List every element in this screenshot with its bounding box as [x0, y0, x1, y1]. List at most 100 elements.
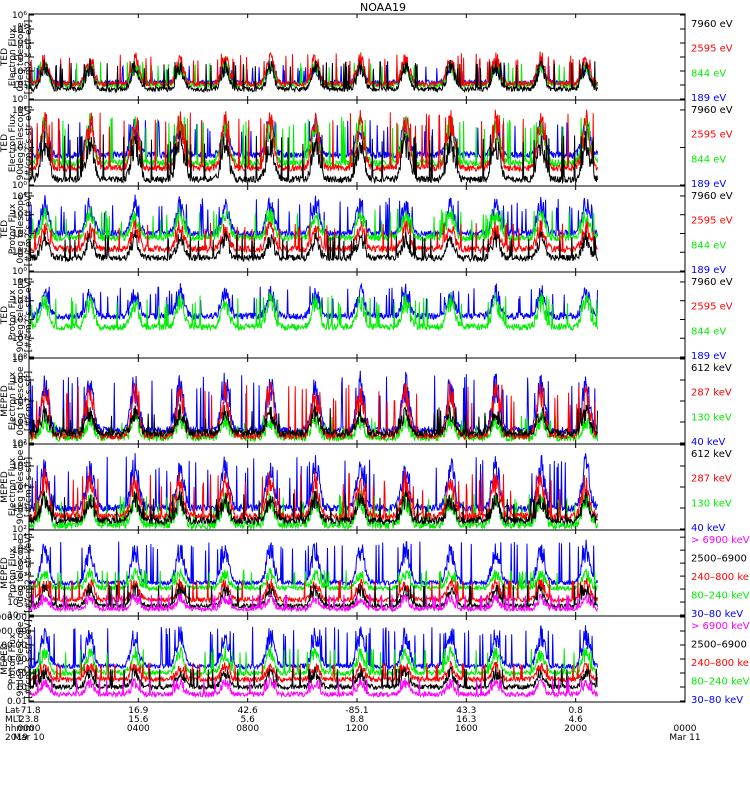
- legend-entry: 844 eV: [691, 68, 726, 79]
- legend-entry: 2500–6900: [691, 554, 747, 565]
- y-axis-label-line: Proton Flux: [8, 289, 18, 340]
- y-tick-label: 10.00: [1, 655, 27, 665]
- y-axis-label-line: Electron Flux: [8, 27, 18, 86]
- y-tick-label: 10⁵: [12, 25, 27, 35]
- legend-entry: 287 keV: [691, 388, 732, 399]
- panel-meped-p-90: 0.010.101.0010.00100.001000.0010000.00ME…: [0, 613, 750, 707]
- y-tick-label: 10⁰: [12, 353, 27, 363]
- chart-title: NOAA19: [360, 1, 406, 14]
- x-tick-label: 1600: [455, 724, 478, 734]
- legend-entry: 30–80 keV: [691, 695, 743, 706]
- x-tick-label: 1200: [346, 724, 369, 734]
- y-tick-label: 10⁴: [12, 483, 27, 493]
- legend-entry: 189 eV: [691, 265, 726, 276]
- y-tick-label: 10⁰: [12, 585, 27, 595]
- series-trace: [29, 403, 598, 439]
- y-axis-label-line: Electron Flux: [8, 113, 18, 172]
- y-tick-label: 10²: [12, 525, 27, 535]
- y-axis-label-line: 0deg telescope: [16, 22, 26, 92]
- x-row-label: MLT: [5, 715, 23, 725]
- y-tick-label: 10³: [12, 297, 27, 307]
- x-tick-label: 8.8: [350, 715, 365, 725]
- x-row-label: Lat: [5, 706, 20, 716]
- series-trace: [29, 582, 598, 610]
- y-axis-label-line: 90deg telescope: [16, 621, 26, 696]
- y-tick-label: 10¹: [12, 248, 27, 258]
- y-tick-label: 0.01: [7, 697, 27, 707]
- y-axis-label-line: [#/cm2-s-str-eV]: [24, 20, 34, 95]
- legend-entry: 7960 eV: [691, 19, 733, 30]
- legend-entry: 2595 eV: [691, 44, 733, 55]
- series-trace: [29, 490, 598, 527]
- y-tick-label: 10²: [12, 143, 27, 153]
- legend-entry: 80–240 keV: [691, 591, 750, 602]
- y-axis-label-line: Proton Flux: [8, 633, 18, 684]
- series-trace: [29, 370, 598, 436]
- y-tick-label: 10²: [12, 229, 27, 239]
- y-tick-label: 10000.00: [0, 613, 27, 623]
- legend-entry: 7960 eV: [691, 277, 733, 288]
- y-axis-label-line: [#/cm2-s-str-eV]: [24, 106, 34, 181]
- y-axis-label-line: Electron Flux: [8, 457, 18, 516]
- legend-entry: 130 keV: [691, 412, 732, 423]
- series-trace: [29, 539, 598, 588]
- y-tick-label: 10⁶: [12, 11, 27, 21]
- y-tick-label: 10²: [12, 439, 27, 449]
- y-tick-label: 10³: [12, 418, 27, 428]
- series-trace: [29, 206, 598, 243]
- x-tick-label: 2000: [564, 724, 587, 734]
- y-axis-label-line: [#/cm2-s-str-eV]: [24, 278, 34, 353]
- y-tick-label: 10⁵: [12, 462, 27, 472]
- y-axis-label-line: MEPED: [0, 471, 10, 503]
- series-trace: [29, 113, 598, 168]
- x-tick-label: 43.3: [456, 706, 476, 716]
- series-trace: [29, 230, 598, 263]
- series-trace: [29, 51, 598, 88]
- y-tick-label: 10⁶: [12, 441, 27, 451]
- series-trace: [29, 677, 598, 699]
- y-axis-label-line: 90deg telescope: [16, 449, 26, 524]
- legend-entry: 2500–6900: [691, 640, 747, 651]
- y-axis-label-line: TED: [0, 134, 10, 153]
- legend-entry: > 6900 keV: [691, 535, 750, 546]
- legend-entry: 189 eV: [691, 179, 726, 190]
- series-trace: [29, 593, 598, 613]
- legend-entry: 30–80 keV: [691, 609, 743, 620]
- legend-entry: 844 eV: [691, 326, 726, 337]
- y-axis-label-line: 90deg telescope: [16, 277, 26, 352]
- series-trace: [29, 625, 598, 671]
- series-trace: [29, 58, 598, 94]
- series-trace: [29, 219, 598, 255]
- y-axis-label-line: [#/cm2-s-str-keV]: [24, 533, 34, 612]
- y-axis-label-line: 0deg telescope: [16, 366, 26, 436]
- legend-entry: 2595 eV: [691, 130, 733, 141]
- series-trace: [29, 412, 598, 443]
- series-trace: [29, 131, 598, 185]
- x-tick-label: 5.6: [241, 715, 256, 725]
- legend-entry: > 6900 keV: [691, 621, 750, 632]
- y-tick-label: 10⁰: [12, 95, 27, 105]
- y-axis-label-line: [#/cm2-s-str]: [24, 457, 34, 517]
- y-tick-label: 10³: [12, 211, 27, 221]
- y-axis-label-line: [#/cm2-s-str-keV]: [24, 619, 34, 698]
- x-row-label: 2019: [5, 733, 28, 743]
- y-axis-label-line: TED: [0, 48, 10, 67]
- y-tick-label: 10⁻²: [7, 611, 27, 621]
- y-tick-label: 10³: [12, 504, 27, 514]
- x-tick-label: 0000: [18, 724, 41, 734]
- y-tick-label: 10⁶: [12, 355, 27, 365]
- y-tick-label: 10³: [12, 53, 27, 63]
- x-tick-label: 42.6: [238, 706, 258, 716]
- x-tick-label: 0400: [127, 724, 150, 734]
